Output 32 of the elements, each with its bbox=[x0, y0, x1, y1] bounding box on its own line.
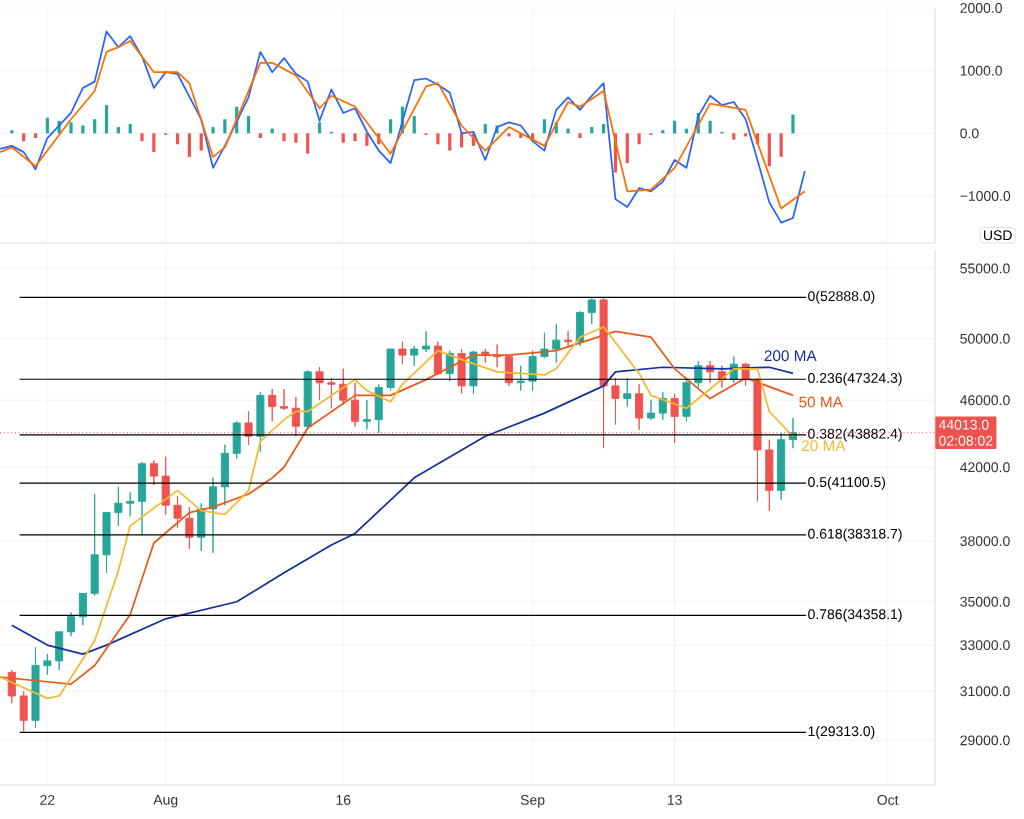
y-tick-label: 42000.0 bbox=[960, 462, 1010, 473]
y-tick-label: 1000.0 bbox=[960, 65, 1002, 76]
y-tick-label: 50000.0 bbox=[960, 333, 1010, 344]
y-tick-label: 31000.0 bbox=[960, 686, 1010, 697]
series-label: 200 MA bbox=[764, 350, 817, 362]
x-tick-label: 13 bbox=[667, 794, 682, 805]
x-tick-label: Oct bbox=[877, 794, 899, 805]
ref-line-label: 0.236(47324.3) bbox=[808, 372, 902, 386]
series-label: 20 MA bbox=[802, 440, 846, 452]
ref-line-label: 0.786(34358.1) bbox=[808, 608, 902, 622]
ref-line-label: 0.382(43882.4) bbox=[808, 428, 902, 442]
x-tick-label: Sep bbox=[520, 794, 545, 808]
x-tick-label: 22 bbox=[40, 794, 55, 805]
y-tick-label: 46000.0 bbox=[960, 395, 1010, 406]
text: 02:08:02 bbox=[939, 435, 993, 446]
ref-line-label: 0.618(38318.7) bbox=[808, 528, 902, 542]
ref-line-label: 0.5(41100.5) bbox=[808, 476, 886, 490]
y-tick-label: 35000.0 bbox=[960, 596, 1010, 607]
y-tick-label: 33000.0 bbox=[960, 640, 1010, 651]
y-tick-label: −1000.0 bbox=[960, 191, 1011, 201]
y-tick-label: 29000.0 bbox=[960, 735, 1010, 746]
y-axis-title: USD bbox=[983, 230, 1012, 241]
x-tick-label: 16 bbox=[336, 794, 351, 805]
ref-line-label: 0(52888.0) bbox=[808, 290, 875, 304]
x-tick-label: Aug bbox=[153, 794, 178, 808]
y-tick-label: 2000.0 bbox=[960, 3, 1002, 13]
ref-line-label: 44013.0 bbox=[938, 419, 989, 430]
y-tick-label: 0.0 bbox=[960, 128, 979, 139]
ref-line-label: 1(29313.0) bbox=[808, 725, 875, 739]
y-tick-label: 38000.0 bbox=[960, 536, 1010, 547]
series-label: 50 MA bbox=[799, 396, 843, 408]
y-tick-label: 55000.0 bbox=[960, 263, 1010, 274]
